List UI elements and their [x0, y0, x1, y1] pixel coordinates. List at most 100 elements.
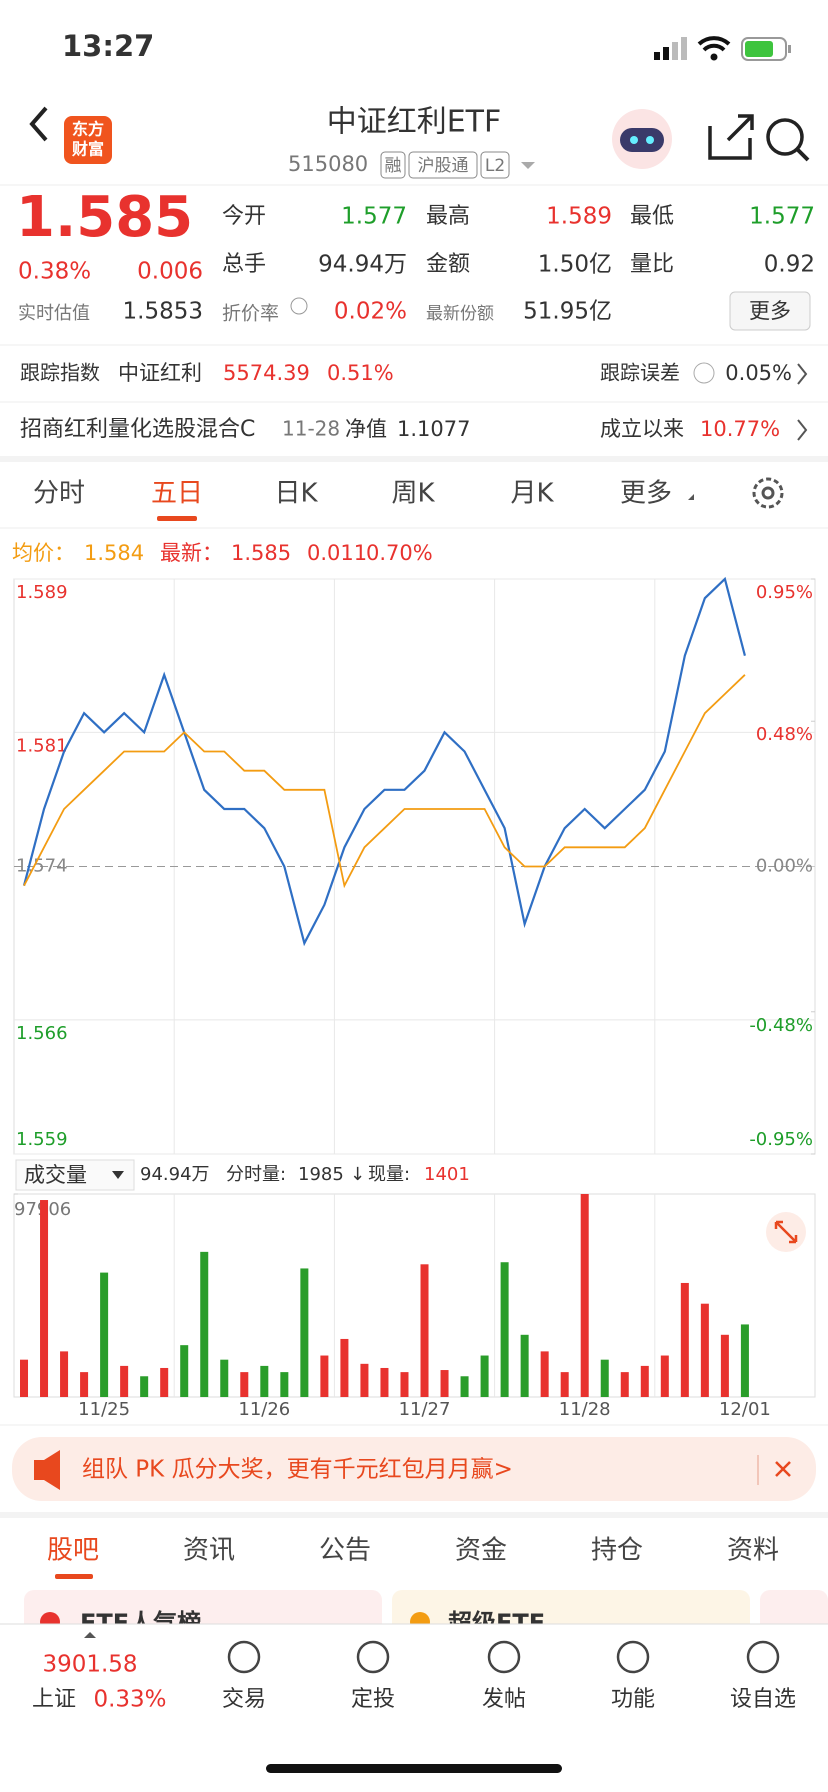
- settings[interactable]: [752, 477, 784, 509]
- chevron[interactable]: [797, 419, 808, 441]
- nav-label[interactable]: 定投: [351, 1687, 395, 1712]
- content-tab[interactable]: 资讯: [183, 1536, 235, 1566]
- stat-value: 1.50亿: [538, 252, 612, 278]
- price-line: [23, 674, 746, 889]
- chart-tab[interactable]: 日K: [274, 479, 318, 509]
- content-tab[interactable]: 股吧: [47, 1536, 99, 1566]
- nav-label[interactable]: 设自选: [730, 1687, 796, 1712]
- more-button[interactable]: [729, 291, 811, 331]
- volume-bar: [40, 1200, 49, 1397]
- volume-bar: [620, 1372, 629, 1397]
- volume-bar: [80, 1372, 89, 1397]
- back[interactable]: [29, 106, 48, 142]
- y-tick-label: 1.559: [16, 1129, 68, 1150]
- volume-bar: [380, 1367, 389, 1397]
- tag: [408, 151, 478, 179]
- chart-tab[interactable]: 月K: [510, 479, 554, 509]
- volume-bar: [220, 1359, 229, 1397]
- nav-icon[interactable]: [616, 1640, 650, 1674]
- error-label: 跟踪误差: [600, 361, 680, 385]
- nav-icon[interactable]: [356, 1640, 390, 1674]
- minute-label: 分时量:: [226, 1164, 286, 1185]
- index-change[interactable]: 0.33%: [93, 1687, 166, 1713]
- time: 13:27: [62, 29, 154, 63]
- nav-icon[interactable]: [746, 1640, 780, 1674]
- stat-label: 今开: [222, 204, 266, 229]
- volume-bar: [660, 1355, 669, 1397]
- tag-text: 沪股通: [418, 156, 469, 176]
- expand[interactable]: [766, 1212, 806, 1252]
- volume-frame: [13, 1193, 816, 1398]
- content-tab[interactable]: 公告: [319, 1536, 371, 1566]
- stat-label: 最低: [630, 204, 674, 229]
- y2-tick-label: 0.48%: [756, 724, 813, 745]
- volume-bar: [200, 1251, 209, 1397]
- latest-label: 最新：: [160, 541, 223, 565]
- volume-bar: [700, 1303, 709, 1397]
- tracking-value: 5574.39: [223, 361, 310, 385]
- close[interactable]: [775, 1461, 791, 1477]
- minute-value: 1985: [298, 1164, 344, 1185]
- index-value[interactable]: 3901.58: [42, 1652, 137, 1678]
- search[interactable]: [766, 118, 810, 162]
- nav-icon[interactable]: [487, 1640, 521, 1674]
- stat-value: 94.94万: [318, 252, 407, 278]
- info-icon[interactable]: [693, 362, 715, 384]
- y2-tick-label: 0.95%: [756, 582, 813, 603]
- tag-text: 融: [385, 156, 402, 176]
- nav-icon[interactable]: [227, 1640, 261, 1674]
- change-pct: 0.38%: [18, 259, 91, 285]
- stat-label: 金额: [426, 252, 470, 277]
- estimate-label: 实时估值: [18, 303, 90, 324]
- assistant[interactable]: [612, 109, 672, 169]
- share[interactable]: [708, 114, 754, 160]
- volume-bar: [360, 1363, 369, 1397]
- chevron[interactable]: [797, 363, 808, 385]
- index-name[interactable]: 上证: [32, 1687, 76, 1712]
- chart-tab[interactable]: 更多: [620, 479, 672, 509]
- tab-underline: [55, 1574, 93, 1579]
- volume-select-text[interactable]: 成交量: [24, 1163, 87, 1187]
- chart-tab[interactable]: 五日: [151, 479, 203, 509]
- y2-tick-label: 0.00%: [756, 856, 813, 877]
- banner[interactable]: [12, 1437, 816, 1501]
- chart-tab[interactable]: 周K: [391, 479, 435, 509]
- volume-bar: [120, 1365, 129, 1397]
- content-tab[interactable]: 资料: [727, 1536, 779, 1566]
- volume-bar: [520, 1334, 529, 1397]
- tag: [380, 151, 406, 179]
- content-tab[interactable]: 资金: [455, 1536, 507, 1566]
- volume-total: 94.94万: [140, 1164, 210, 1185]
- caret: [112, 1171, 124, 1179]
- volume-bar: [600, 1359, 609, 1397]
- chart-tab[interactable]: 分时: [33, 479, 85, 509]
- banner-text[interactable]: 组队 PK 瓜分大奖，更有千元红包月月赢>: [82, 1457, 513, 1483]
- title: 中证红利ETF: [327, 105, 502, 140]
- fund-name: 招商红利量化选股混合C: [20, 417, 255, 442]
- volume-bar: [440, 1370, 449, 1397]
- volume-bar: [320, 1355, 329, 1397]
- volume-bar: [720, 1334, 729, 1397]
- nav-label[interactable]: 功能: [611, 1687, 655, 1712]
- stat-value: 0.92: [764, 252, 815, 278]
- volume-bar: [340, 1338, 349, 1397]
- x-tick-label: 11/25: [78, 1399, 130, 1420]
- x-tick-label: 11/27: [399, 1399, 451, 1420]
- content-tab[interactable]: 持仓: [591, 1536, 643, 1566]
- volume-bar: [300, 1268, 309, 1397]
- shares-value: 51.95亿: [523, 299, 612, 325]
- y2-tick-label: -0.48%: [749, 1015, 813, 1036]
- nav-label[interactable]: 交易: [222, 1687, 266, 1712]
- dropdown[interactable]: [521, 162, 535, 169]
- x-tick-label: 11/26: [238, 1399, 290, 1420]
- code: 515080: [288, 152, 368, 176]
- tracking-label: 跟踪指数: [20, 361, 100, 385]
- nav-label[interactable]: 发帖: [482, 1687, 526, 1712]
- volume-select[interactable]: [15, 1159, 135, 1191]
- volume-bar: [500, 1262, 509, 1397]
- more-text[interactable]: 更多: [749, 299, 791, 323]
- volume-bar: [180, 1345, 189, 1397]
- band: [0, 456, 828, 462]
- info-icon[interactable]: [290, 297, 308, 315]
